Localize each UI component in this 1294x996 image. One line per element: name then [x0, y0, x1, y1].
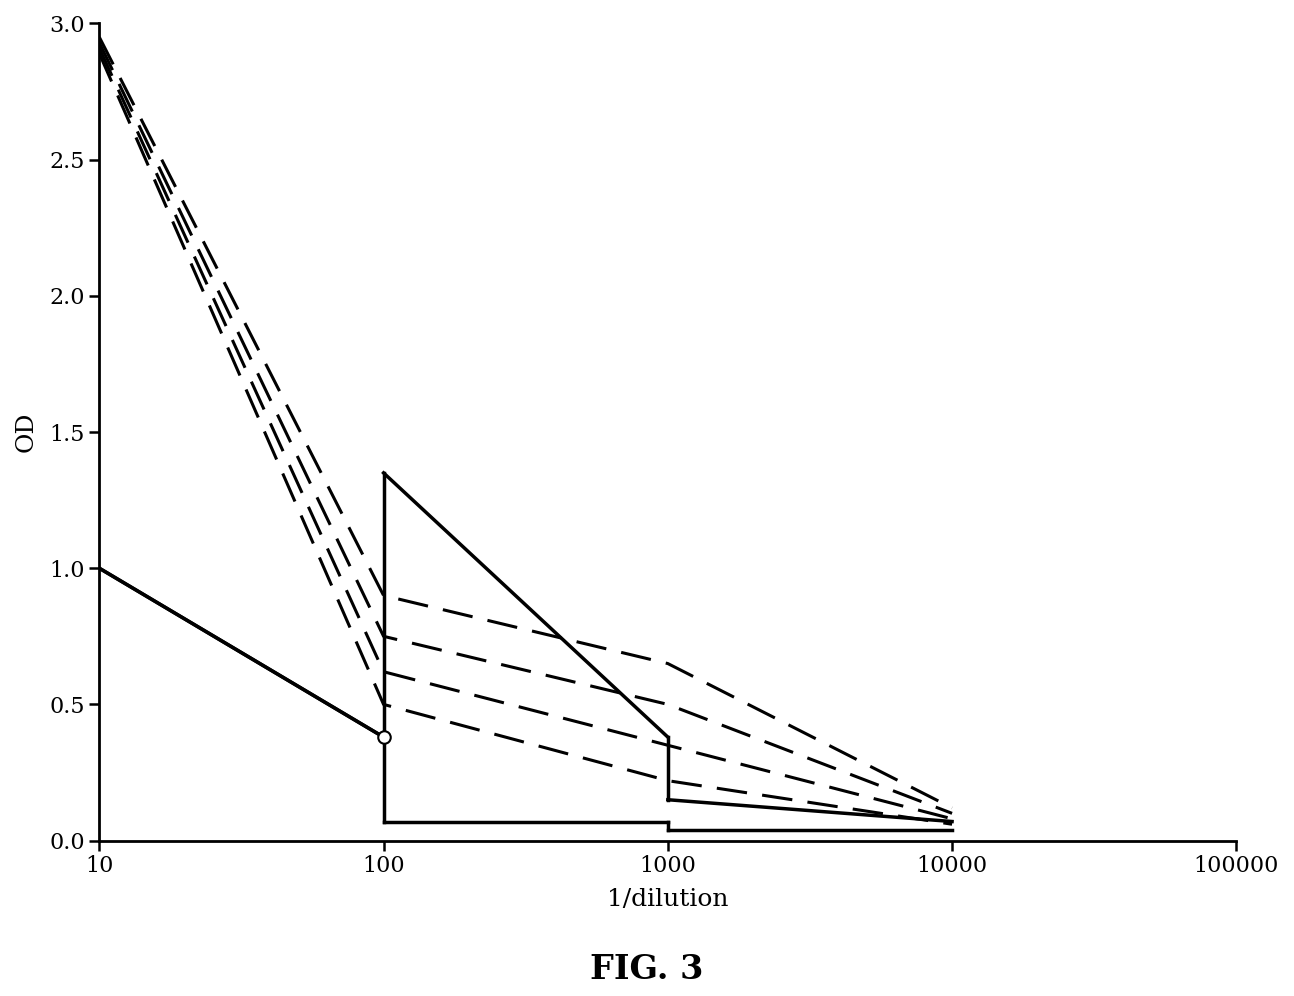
Y-axis label: OD: OD: [16, 411, 38, 452]
X-axis label: 1/dilution: 1/dilution: [607, 888, 729, 911]
Text: FIG. 3: FIG. 3: [590, 953, 704, 986]
